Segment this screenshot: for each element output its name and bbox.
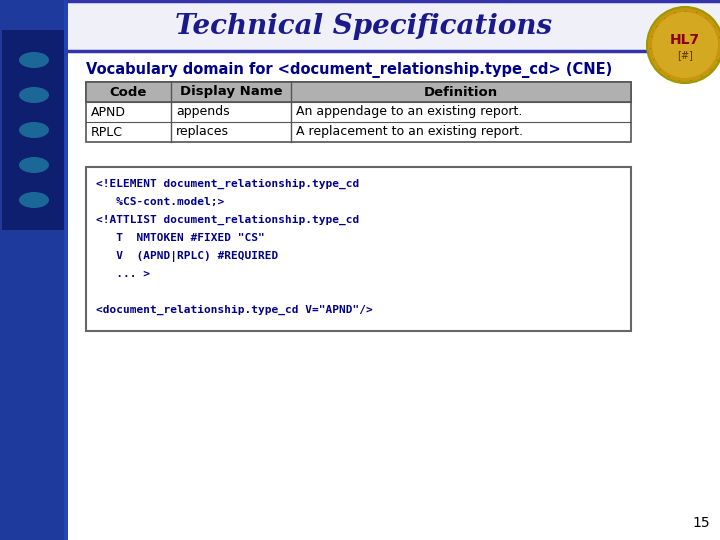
Bar	[68, 0, 720, 52]
Text: replaces: replaces	[176, 125, 229, 138]
Text: APND: APND	[91, 105, 126, 118]
Bar	[86, 167, 631, 331]
Text: Vocabulary domain for <document_relationship.type_cd> (CNE): Vocabulary domain for <document_relation…	[86, 62, 612, 78]
Ellipse shape	[19, 52, 49, 68]
Text: .: .	[706, 15, 708, 20]
Text: .: .	[667, 73, 669, 78]
Bar	[0, 0, 68, 540]
Text: .: .	[684, 8, 686, 12]
Text: .: .	[714, 23, 715, 29]
Text: .: .	[719, 45, 720, 51]
Text: <document_relationship.type_cd V="APND"/>: <document_relationship.type_cd V="APND"/…	[96, 305, 373, 315]
Text: [#]: [#]	[677, 50, 693, 60]
Text: <!ELEMENT document_relationship.type_cd: <!ELEMENT document_relationship.type_cd	[96, 179, 359, 189]
Ellipse shape	[19, 122, 49, 138]
Text: .: .	[658, 66, 660, 71]
Bar	[86, 82, 631, 102]
Ellipse shape	[19, 192, 49, 208]
Text: .: .	[673, 9, 675, 14]
Text: .: .	[649, 45, 651, 50]
Bar	[86, 82, 631, 142]
Text: .: .	[696, 9, 697, 15]
Text: ... >: ... >	[96, 269, 150, 279]
Text: .: .	[710, 66, 711, 71]
Text: appends: appends	[176, 105, 230, 118]
Text: Code: Code	[110, 85, 147, 98]
Text: .: .	[716, 57, 718, 62]
Bar	[64, 0, 68, 540]
Text: .: .	[690, 77, 691, 82]
Text: T  NMTOKEN #FIXED "CS": T NMTOKEN #FIXED "CS"	[96, 233, 265, 243]
Text: .: .	[701, 73, 702, 78]
Text: Technical Specifications: Technical Specifications	[176, 12, 552, 39]
Ellipse shape	[19, 87, 49, 103]
Circle shape	[652, 12, 718, 78]
Text: An appendage to an existing report.: An appendage to an existing report.	[296, 105, 523, 118]
Text: .: .	[718, 34, 720, 39]
Circle shape	[647, 7, 720, 83]
Text: %CS-cont.model;>: %CS-cont.model;>	[96, 197, 224, 207]
Ellipse shape	[19, 157, 49, 173]
Text: V  (APND|RPLC) #REQUIRED: V (APND|RPLC) #REQUIRED	[96, 251, 278, 262]
Bar	[2, 30, 64, 230]
Text: .: .	[663, 15, 665, 19]
Text: Definition: Definition	[424, 85, 498, 98]
Text: .: .	[650, 33, 652, 38]
Text: .: .	[678, 77, 680, 82]
Text: A replacement to an existing report.: A replacement to an existing report.	[296, 125, 523, 138]
Text: .: .	[655, 23, 657, 28]
Text: 15: 15	[693, 516, 710, 530]
Text: RPLC: RPLC	[91, 125, 123, 138]
Text: Display Name: Display Name	[180, 85, 282, 98]
Text: HL7: HL7	[670, 33, 700, 47]
Text: .: .	[652, 56, 654, 61]
Text: <!ATTLIST document_relationship.type_cd: <!ATTLIST document_relationship.type_cd	[96, 215, 359, 225]
